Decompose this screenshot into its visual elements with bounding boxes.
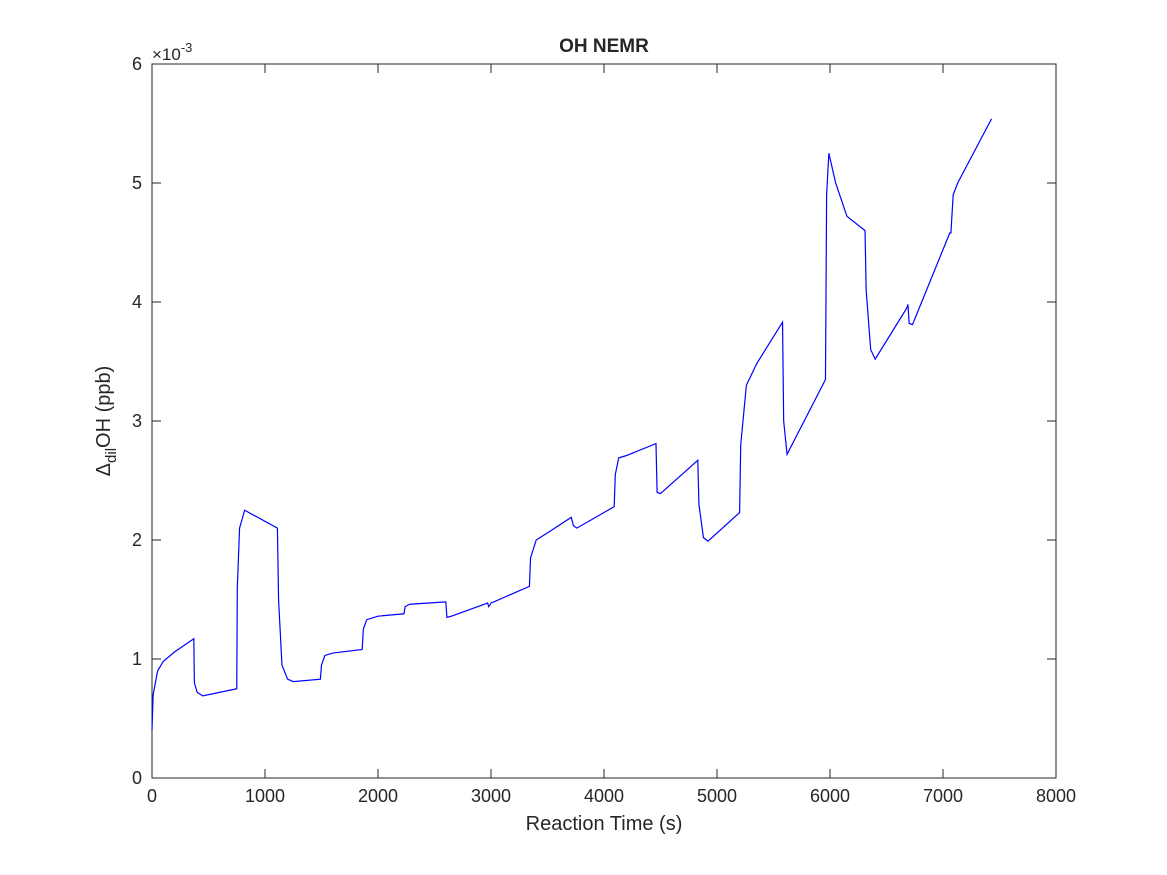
chart-title: OH NEMR (559, 36, 649, 57)
x-tick-label: 5000 (697, 786, 737, 806)
y-label-text: OH (ppb) (93, 366, 115, 448)
y-tick-label: 4 (132, 292, 142, 312)
x-tick-label: 3000 (471, 786, 511, 806)
x-tick-label: 8000 (1036, 786, 1076, 806)
y-axis-label: ΔdilOH (ppb) (93, 366, 120, 477)
y-tick-label: 5 (132, 173, 142, 193)
y-multiplier-exponent: -3 (181, 40, 193, 55)
y-multiplier-base: ×10 (152, 45, 181, 64)
y-tick-label: 1 (132, 649, 142, 669)
y-tick-label: 0 (132, 768, 142, 788)
y-label-subscript: dil (103, 448, 120, 463)
x-axis-label: Reaction Time (s) (526, 813, 683, 835)
plot-box (151, 63, 1057, 779)
y-tick-label: 6 (132, 54, 142, 74)
x-tick-label: 0 (147, 786, 157, 806)
y-label-symbol: Δ (93, 463, 115, 476)
y-multiplier: ×10-3 (152, 40, 192, 64)
y-tick-label: 3 (132, 411, 142, 431)
x-tick-label: 4000 (584, 786, 624, 806)
x-tick-label: 2000 (358, 786, 398, 806)
data-line (151, 118, 993, 731)
y-tick-label: 2 (132, 530, 142, 550)
x-tick-label: 1000 (245, 786, 285, 806)
x-tick-label: 7000 (923, 786, 963, 806)
x-tick-label: 6000 (810, 786, 850, 806)
